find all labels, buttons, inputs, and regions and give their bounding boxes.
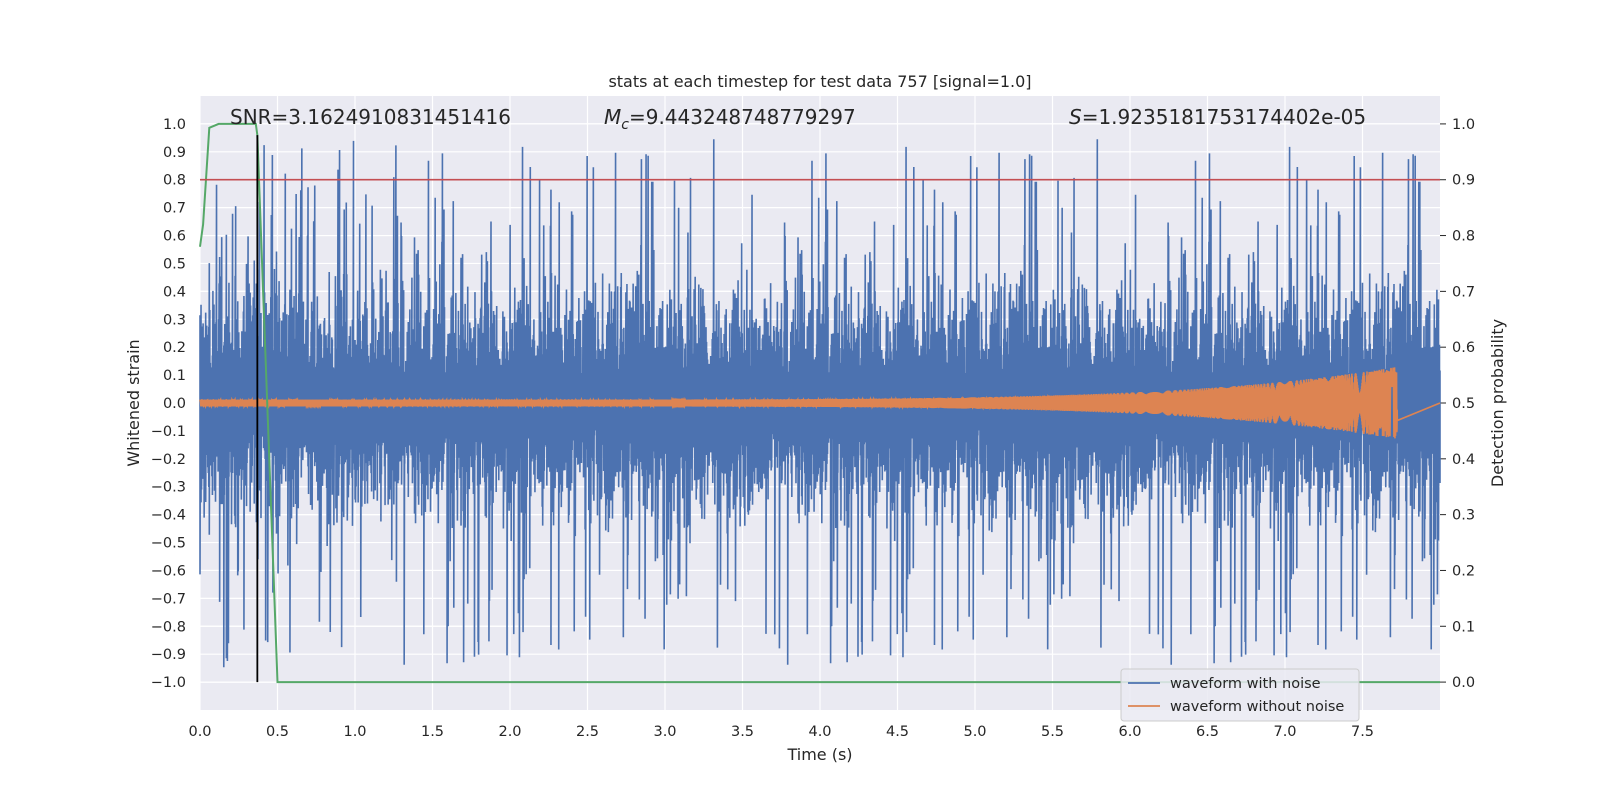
y-tick-label: 0.7: [163, 201, 186, 217]
y-tick-label: 0.4: [163, 284, 186, 300]
y-tick-label: −1.0: [151, 675, 186, 691]
y-tick-label: −0.3: [151, 480, 186, 496]
y-tick-label: −0.9: [151, 647, 186, 663]
y-tick-label: 0.6: [163, 229, 186, 245]
chirp-mass-value: =9.443248748779297: [629, 105, 856, 129]
y-tick-label: −0.6: [151, 563, 186, 579]
x-tick-label: 1.0: [343, 724, 366, 740]
y-tick-label: −0.5: [151, 536, 186, 552]
chirp-mass-annotation: Mc=9.443248748779297: [604, 105, 856, 133]
clean-waveform-line: [199, 367, 1441, 439]
y2-tick-label: 0.4: [1452, 452, 1475, 468]
chirp-mass-subscript: c: [621, 117, 629, 133]
y2-tick-label: 0.3: [1452, 508, 1475, 524]
x-tick-label: 3.5: [731, 724, 754, 740]
x-tick-label: 2.5: [576, 724, 599, 740]
x-tick-label: 4.5: [886, 724, 909, 740]
y-tick-label: −0.8: [151, 619, 186, 635]
y-tick-label: 0.9: [163, 145, 186, 161]
y2-tick-label: 0.5: [1452, 396, 1475, 412]
x-tick-label: 3.0: [653, 724, 676, 740]
x-tick-label: 0.0: [188, 724, 211, 740]
y-tick-label: 1.0: [163, 117, 186, 133]
s-symbol: S: [1069, 105, 1082, 129]
s-annotation: S=1.9235181753174402e-05: [1069, 105, 1366, 129]
x-tick-label: 5.5: [1041, 724, 1064, 740]
series-detection-probability: [199, 122, 1440, 684]
detection-probability-line: [199, 122, 1440, 684]
y-tick-label: −0.1: [151, 424, 186, 440]
y-tick-label: −0.7: [151, 591, 186, 607]
x-axis-label: Time (s): [786, 745, 852, 764]
x-tick-label: 7.5: [1351, 724, 1374, 740]
y2-tick-label: 0.0: [1452, 675, 1475, 691]
x-tick-label: 1.5: [421, 724, 444, 740]
x-tick-label: 6.5: [1196, 724, 1219, 740]
legend: waveform with noise waveform without noi…: [1120, 668, 1360, 722]
s-value: =1.9235181753174402e-05: [1082, 105, 1366, 129]
y-tick-label: 0.2: [163, 340, 186, 356]
snr-annotation: SNR=3.1624910831451416: [230, 105, 511, 129]
y2-tick-labels: 1.0 0.9 0.8 0.7 0.6 0.5 0.4 0.3 0.2 0.1 0.0: [1452, 117, 1475, 691]
series-waveform-without-noise: [199, 367, 1441, 439]
x-tick-label: 4.0: [808, 724, 831, 740]
x-tick-label: 7.0: [1273, 724, 1296, 740]
y-tick-labels: 1.0 0.9 0.8 0.7 0.6 0.5 0.4 0.3 0.2 0.1 0.0 −0.1 −0.…: [151, 117, 186, 691]
legend-label-noise: waveform with noise: [1170, 676, 1321, 692]
y2-tick-label: 0.6: [1452, 340, 1475, 356]
y2-tick-label: 1.0: [1452, 117, 1475, 133]
legend-label-clean: waveform without noise: [1170, 699, 1344, 715]
y-tick-label: −0.2: [151, 452, 186, 468]
y-tick-label: 0.3: [163, 312, 186, 328]
y-tick-label: 0.8: [163, 173, 186, 189]
y2-tick-label: 0.8: [1452, 229, 1475, 245]
legend-box: [1120, 668, 1360, 722]
x-tick-label: 6.0: [1118, 724, 1141, 740]
y2-tick-label: 0.9: [1452, 173, 1475, 189]
chart-title: stats at each timestep for test data 757…: [608, 72, 1031, 91]
x-tick-label: 0.5: [266, 724, 289, 740]
y2-axis-label: Detection probability: [1488, 319, 1507, 487]
chirp-mass-symbol: M: [604, 105, 621, 129]
y-axis-label: Whitened strain: [124, 339, 143, 466]
y-tick-label: 0.5: [163, 256, 186, 272]
y-tick-label: 0.1: [163, 368, 186, 384]
y-tick-label: −0.4: [151, 508, 186, 524]
y2-tick-label: 0.7: [1452, 284, 1475, 300]
x-tick-label: 2.0: [498, 724, 521, 740]
y-tick-label: 0.0: [163, 396, 186, 412]
x-tick-labels: 0.0 0.5 1.0 1.5 2.0 2.5 3.0 3.5 4.0 4.5 5.0 5.5 6.0 6…: [188, 724, 1374, 740]
y2-tick-label: 0.2: [1452, 563, 1475, 579]
x-tick-label: 5.0: [963, 724, 986, 740]
y2-tick-label: 0.1: [1452, 619, 1475, 635]
